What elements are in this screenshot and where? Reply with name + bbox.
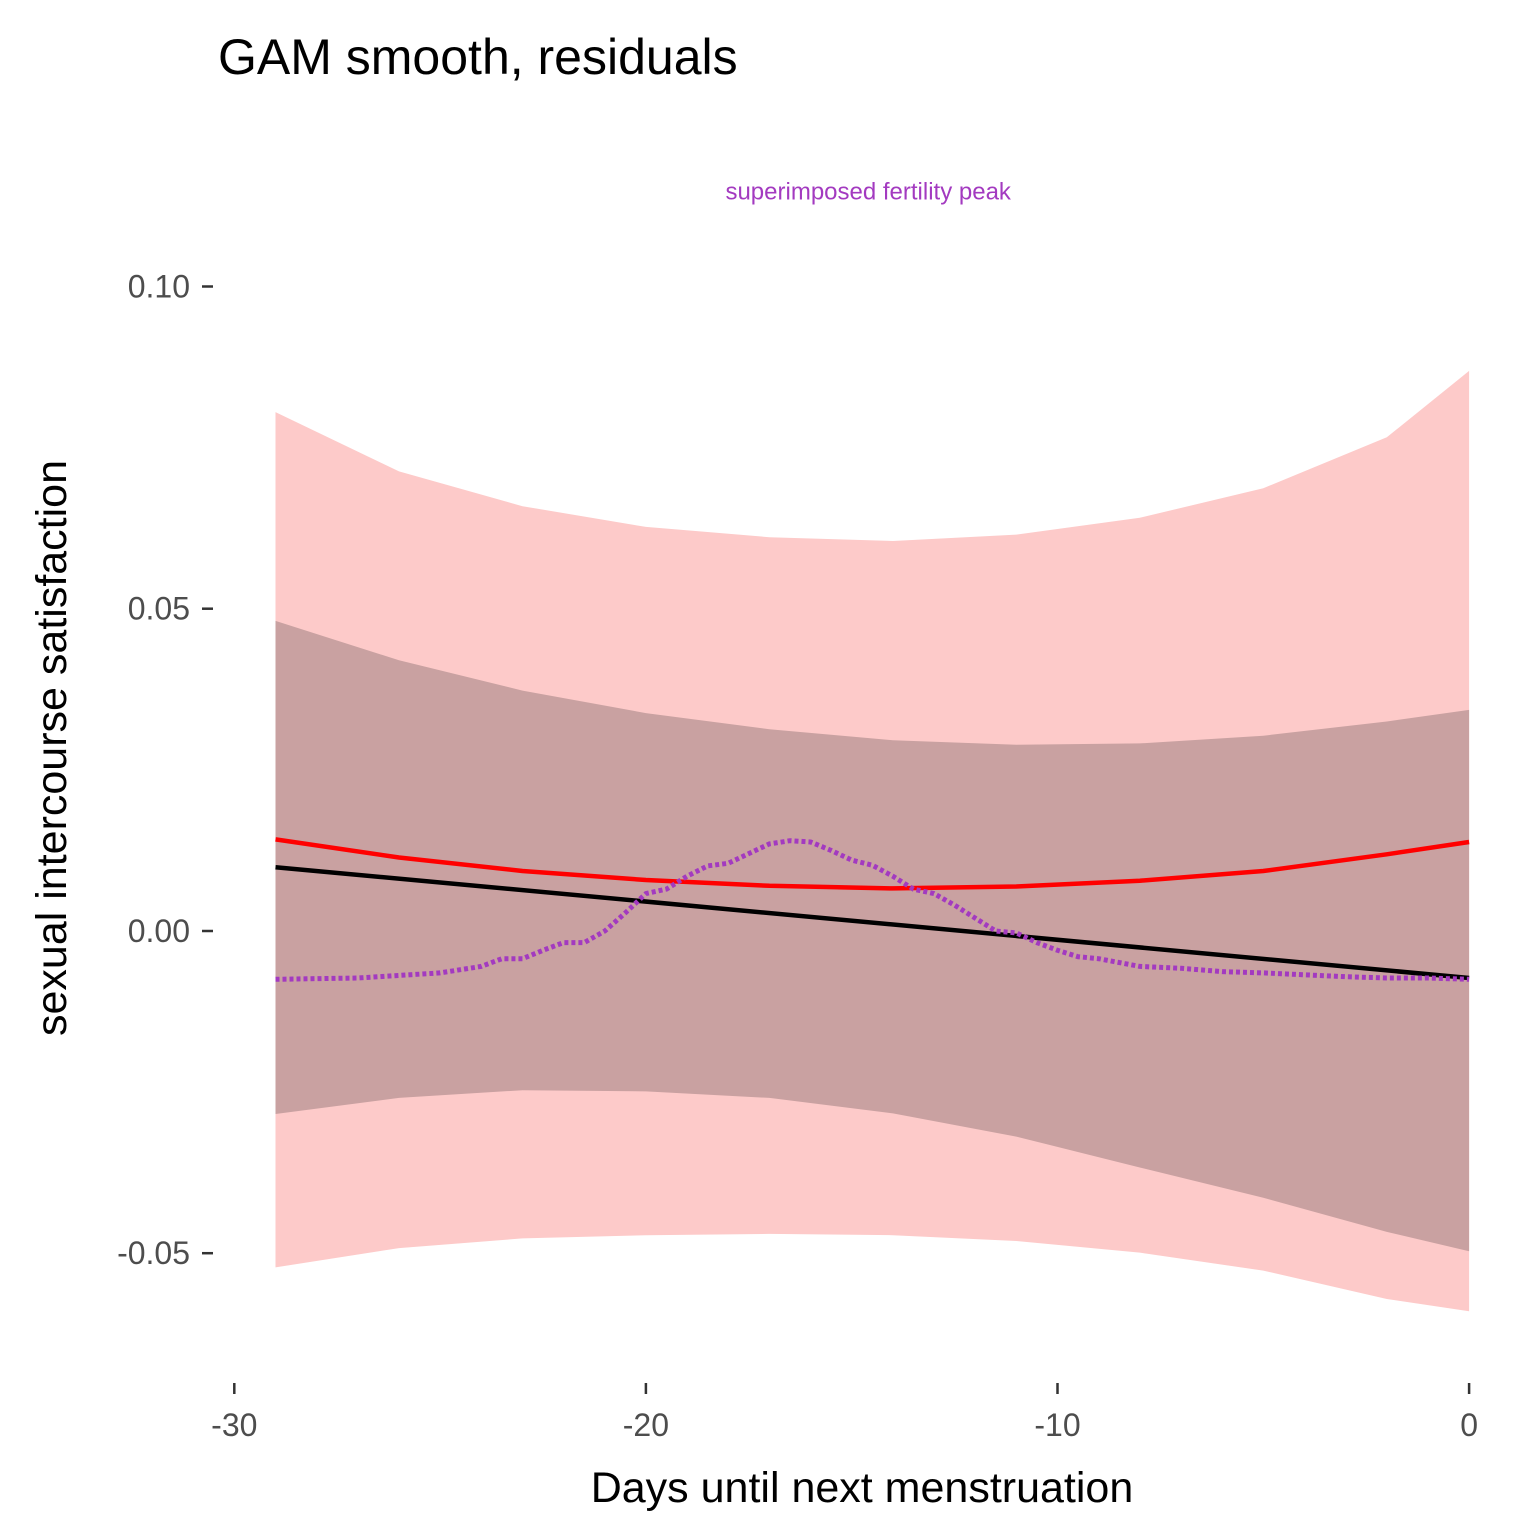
y-axis: -0.05 0.00 0.05 0.10 xyxy=(117,269,213,1271)
linear-fit-line xyxy=(275,864,1470,981)
inner-confidence-band xyxy=(275,620,1470,1252)
y-tick-label: 0.05 xyxy=(128,591,190,627)
y-tick-label: -0.05 xyxy=(117,1235,190,1271)
x-axis-label: Days until next menstruation xyxy=(591,1464,1134,1512)
fertility-peak-line xyxy=(275,838,1470,982)
y-tick-label: 0.10 xyxy=(128,269,190,305)
y-tick-label: 0.00 xyxy=(128,913,190,949)
x-axis: -30 -20 -10 0 xyxy=(211,1383,1478,1443)
chart-title: GAM smooth, residuals xyxy=(218,29,738,85)
series-lines xyxy=(275,837,1470,982)
fertility-peak-annotation: superimposed fertility peak xyxy=(725,178,1011,205)
x-tick-label: -20 xyxy=(623,1407,669,1443)
y-axis-label: sexual intercourse satisfaction xyxy=(28,460,76,1036)
confidence-bands xyxy=(275,370,1470,1312)
x-tick-label: -30 xyxy=(211,1407,257,1443)
x-tick-label: -10 xyxy=(1034,1407,1080,1443)
x-tick-label: 0 xyxy=(1460,1407,1478,1443)
gam-smooth-line xyxy=(275,837,1470,891)
